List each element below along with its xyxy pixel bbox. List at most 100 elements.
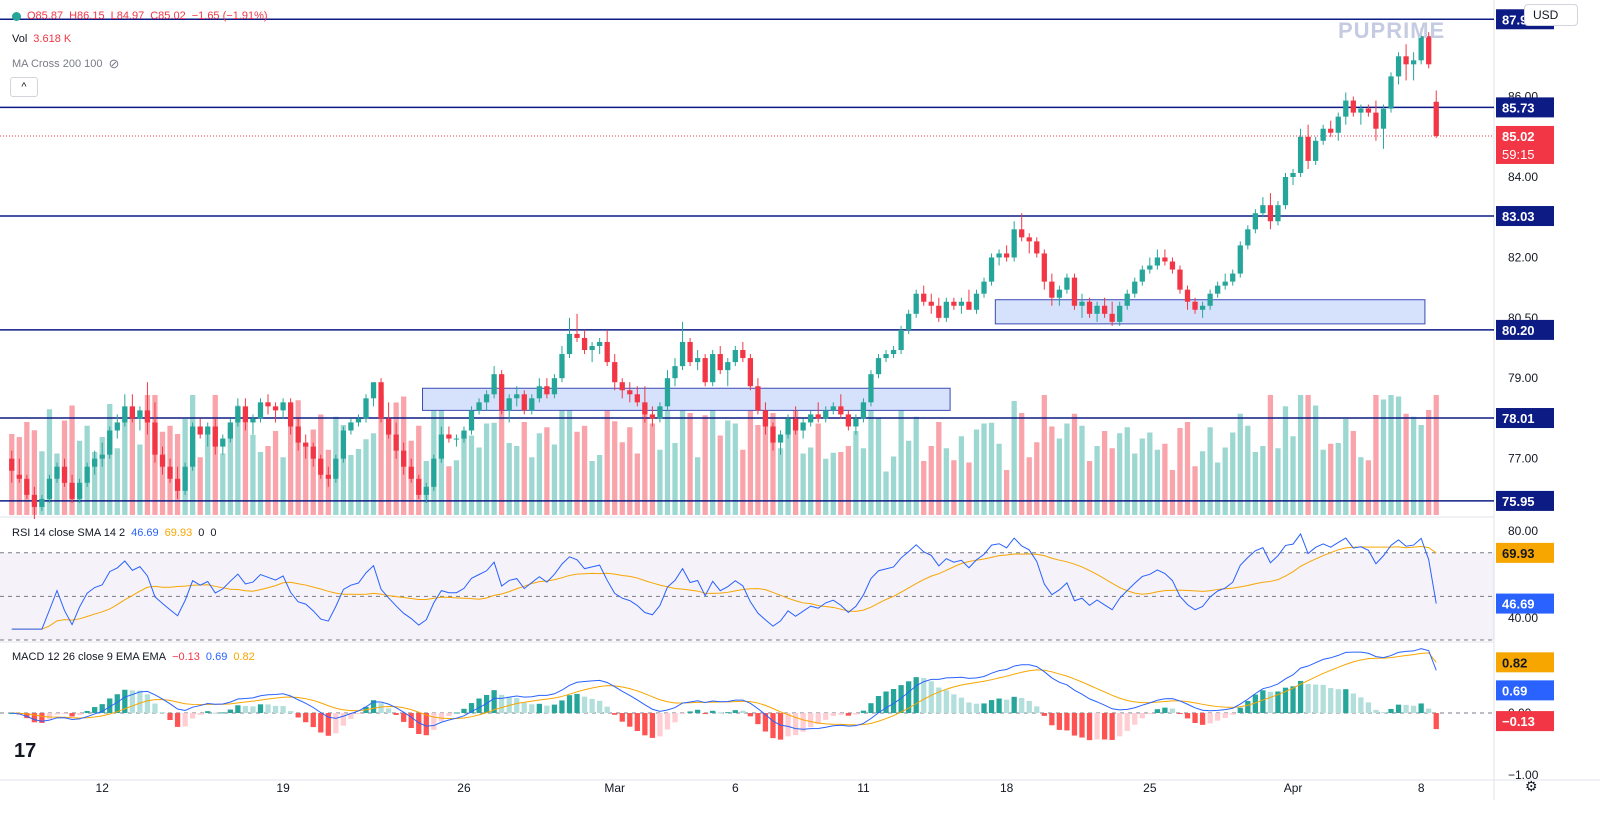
collapse-legend-button[interactable]: ^ [10, 77, 38, 97]
currency-select[interactable]: USD [1524, 4, 1578, 26]
ma-cross-legend[interactable]: MA Cross 200 100 ⊘ [12, 56, 119, 72]
macd-histogram-bar [694, 709, 701, 714]
candle-body [1094, 305, 1100, 314]
candle-body [710, 354, 716, 383]
candle-body [212, 426, 218, 447]
macd-histogram-bar [581, 696, 588, 714]
macd-histogram-bar [808, 713, 814, 728]
macd-histogram-bar [69, 713, 75, 717]
volume-bar [1282, 406, 1289, 515]
ma-cross-label: MA Cross 200 100 [12, 58, 103, 70]
time-axis-label: Apr [1284, 781, 1303, 795]
volume-bar [129, 409, 135, 515]
candle-body [649, 414, 656, 419]
volume-bar [890, 456, 897, 515]
macd-histogram-bar [272, 705, 279, 714]
candle-body [107, 430, 113, 455]
candle-body [1373, 112, 1379, 129]
candle-body [1147, 265, 1153, 270]
candle-body [205, 426, 211, 435]
volume-bar [1184, 422, 1191, 515]
candle-body [943, 301, 949, 318]
macd-histogram-bar [1403, 704, 1409, 714]
volume-bar [220, 453, 226, 515]
volume-bar [521, 422, 527, 515]
candle-body [627, 390, 633, 395]
volume-bar [46, 409, 53, 515]
macd-histogram-bar [815, 713, 821, 725]
macd-histogram-bar [114, 694, 120, 714]
volume-bar [1380, 399, 1387, 515]
volume-bar [725, 420, 731, 515]
candle-body [973, 293, 980, 310]
volume-bar [287, 406, 294, 515]
candle-body [167, 466, 173, 479]
candle-body [250, 418, 256, 423]
tradingview-logo[interactable]: 17 [14, 740, 37, 762]
ohlc-legend: O85.87 H86.15 L84.97 C85.02 −1.65 (−1.91… [12, 10, 268, 22]
macd-histogram-bar [152, 703, 158, 714]
volume-bar [717, 435, 723, 515]
macd-histogram-bar [1365, 702, 1372, 714]
candle-body [1297, 136, 1304, 173]
volume-bar [702, 415, 708, 515]
macd-histogram-bar [182, 713, 188, 727]
macd-histogram-bar [370, 700, 377, 714]
volume-bar [1207, 427, 1213, 515]
macd-histogram-bar [446, 713, 452, 717]
candle-body [762, 410, 769, 427]
candle-body [732, 350, 738, 363]
candle-body [1139, 269, 1145, 282]
volume-bar [76, 440, 83, 515]
volume-bar [144, 395, 151, 515]
hidden-eye-icon[interactable]: ⊘ [108, 56, 120, 71]
volume-bar [340, 425, 347, 515]
candle-body [408, 466, 414, 479]
candle-body [506, 398, 512, 411]
macd-histogram-bar [1350, 693, 1356, 714]
macd-histogram-bar [928, 681, 934, 714]
legend-close: C85.02 [150, 10, 186, 22]
macd-histogram-bar [1064, 713, 1070, 731]
macd-histogram-bar [1343, 689, 1349, 714]
macd-histogram-bar [1297, 680, 1304, 714]
candle-body [1184, 289, 1191, 302]
candle-body [483, 394, 490, 403]
candle-body [559, 354, 565, 379]
macd-histogram-bar [634, 713, 640, 732]
macd-histogram-bar [1147, 713, 1153, 715]
macd-histogram-bar [1328, 687, 1334, 714]
macd-histogram-bar [167, 713, 173, 720]
candle-body [717, 354, 723, 371]
candle-body [114, 422, 120, 431]
settings-gear-icon[interactable]: ⚙ [1525, 778, 1538, 794]
volume-bar [777, 448, 784, 515]
volume-bar [634, 453, 640, 515]
time-axis-label: 25 [1143, 781, 1157, 795]
time-axis-label: 26 [457, 781, 471, 795]
time-axis-label: 12 [96, 781, 110, 795]
volume-bar [468, 435, 475, 515]
legend-low: L84.97 [110, 10, 145, 22]
volume-bar [205, 433, 211, 515]
macd-histogram-bar [943, 690, 949, 714]
volume-bar [1373, 395, 1379, 515]
candle-body [1350, 100, 1356, 113]
volume-bar [747, 398, 754, 515]
macd-histogram-bar [1358, 697, 1364, 714]
macd-signal-pill-label: 0.82 [1502, 655, 1527, 670]
candle-body [182, 466, 188, 491]
candle-body [76, 482, 83, 499]
volume-bar [1215, 462, 1221, 515]
rsi-sma-value: 69.93 [164, 527, 193, 539]
volume-bar [732, 423, 738, 515]
volume-bar [1395, 396, 1402, 515]
candle-body [1192, 301, 1198, 310]
volume-bar [566, 395, 573, 515]
volume-bar [906, 440, 912, 515]
macd-histogram-bar [981, 703, 987, 714]
volume-bar [1358, 457, 1364, 515]
volume-bar [664, 395, 671, 515]
macd-histogram-bar [303, 713, 309, 723]
